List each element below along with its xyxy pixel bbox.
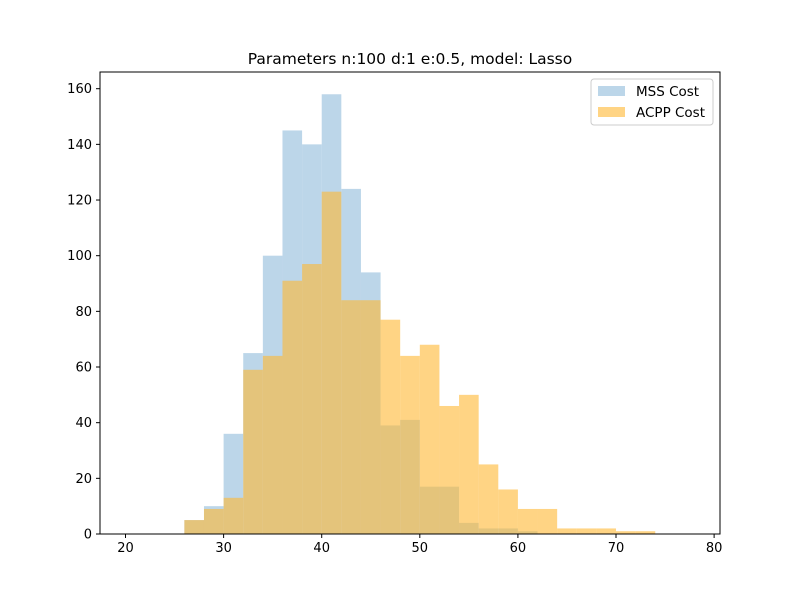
bar-acpp-cost-5 — [282, 280, 303, 534]
bar-acpp-cost-6 — [302, 264, 322, 534]
bar-acpp-cost-7 — [321, 191, 342, 535]
bar-acpp-cost-13 — [439, 405, 460, 534]
x-tick-label: 70 — [608, 541, 625, 556]
bar-acpp-cost-11 — [400, 355, 420, 534]
bar-acpp-cost-4 — [262, 355, 283, 534]
y-tick-label: 60 — [75, 361, 92, 376]
bar-acpp-cost-9 — [360, 300, 381, 534]
x-tick-label: 20 — [117, 541, 134, 556]
bar-acpp-cost-1 — [203, 508, 224, 534]
bar-acpp-cost-23 — [635, 531, 656, 534]
x-axis: 20 30 40 50 60 70 80 — [117, 534, 722, 556]
chart-title: Parameters n:100 d:1 e:0.5, model: Lasso — [248, 50, 573, 68]
legend-label: MSS Cost — [636, 84, 699, 100]
x-tick-label: 40 — [313, 541, 330, 556]
legend-label: ACPP Cost — [636, 105, 705, 121]
y-tick-label: 20 — [75, 472, 92, 487]
legend: MSS Cost ACPP Cost — [590, 78, 714, 126]
bar-acpp-cost-8 — [341, 300, 361, 534]
bar-acpp-cost-2 — [223, 497, 244, 534]
y-tick-label: 80 — [75, 305, 92, 320]
bar-acpp-cost-12 — [419, 344, 440, 534]
bar-acpp-cost-15 — [478, 464, 499, 534]
y-axis: 0 20 40 60 80 100 120 140 160 — [67, 82, 100, 543]
legend-swatch — [598, 107, 625, 117]
bar-acpp-cost-16 — [498, 489, 518, 534]
legend-swatch — [598, 86, 625, 96]
bar-acpp-cost-21 — [596, 528, 617, 534]
y-tick-label: 40 — [75, 416, 92, 431]
bar-acpp-cost-0 — [184, 520, 204, 534]
y-tick-label: 140 — [67, 138, 92, 153]
bar-acpp-cost-20 — [576, 528, 597, 534]
bar-acpp-cost-22 — [616, 531, 636, 534]
bar-acpp-cost-18 — [537, 508, 558, 534]
bar-acpp-cost-14 — [459, 394, 479, 534]
bar-acpp-cost-17 — [517, 508, 538, 534]
y-tick-label: 100 — [67, 249, 92, 264]
series-acpp-cost — [184, 191, 656, 535]
x-tick-label: 80 — [706, 541, 723, 556]
plot-frame — [99, 71, 721, 535]
x-tick-label: 60 — [510, 541, 527, 556]
y-tick-label: 160 — [67, 82, 92, 97]
y-tick-label: 120 — [67, 194, 92, 209]
x-tick-label: 50 — [412, 541, 429, 556]
bars-layer — [184, 94, 656, 535]
y-tick-label: 0 — [84, 528, 92, 543]
bar-acpp-cost-3 — [243, 369, 263, 534]
x-tick-label: 30 — [215, 541, 232, 556]
bar-acpp-cost-19 — [557, 528, 577, 534]
bar-acpp-cost-10 — [380, 319, 401, 534]
